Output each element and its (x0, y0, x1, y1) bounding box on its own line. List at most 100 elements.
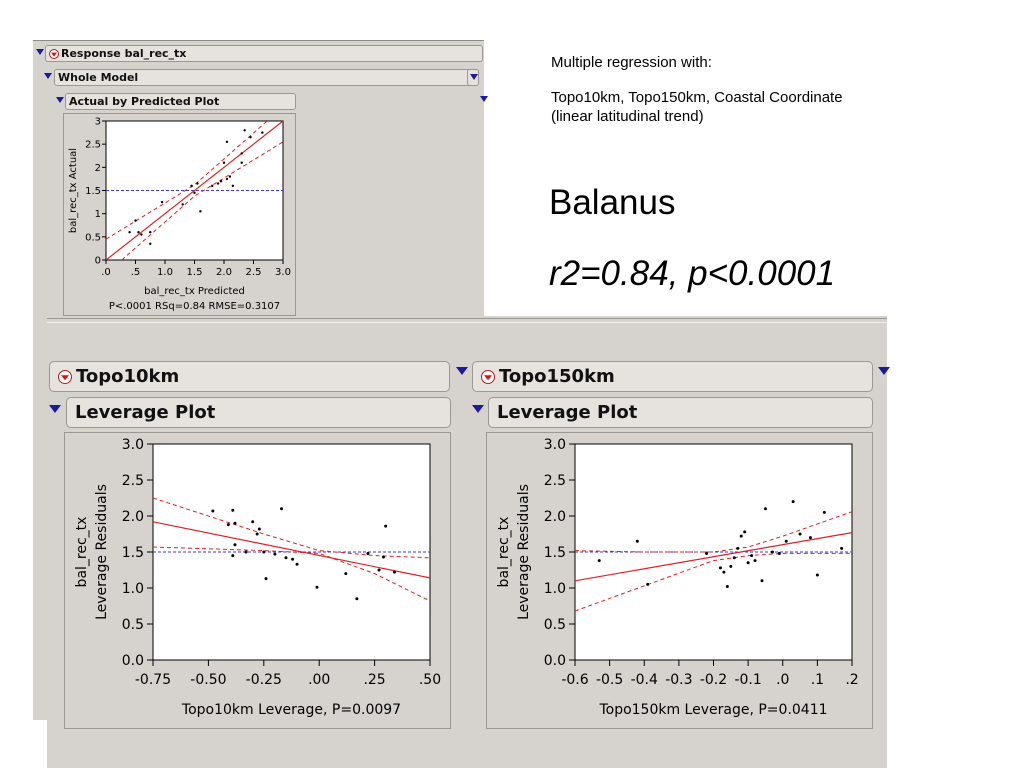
data-point (381, 555, 385, 559)
topo10km-header[interactable]: Topo10km (49, 361, 450, 392)
data-point (231, 554, 235, 558)
x-tick-label: .25 (363, 672, 385, 688)
y-tick-label: 3.0 (122, 437, 144, 453)
confidence-upper-curve (575, 511, 852, 553)
data-point (233, 543, 237, 547)
right-leverage-label: Leverage Plot (497, 402, 638, 423)
disclosure-triangle-icon[interactable] (56, 97, 64, 103)
data-point (264, 577, 268, 581)
regression-variables-text: Topo10km, Topo150km, Coastal Coordinate … (551, 89, 843, 125)
disclosure-triangle-icon[interactable] (456, 367, 468, 375)
disclosure-triangle-icon[interactable] (472, 405, 484, 413)
plot-lines-group (575, 500, 852, 612)
red-menu-icon[interactable] (481, 370, 495, 384)
x-axis-label: Topo10km Leverage, P=0.0097 (181, 702, 401, 718)
x-tick-label: 2.5 (246, 267, 262, 278)
data-point (377, 568, 381, 572)
y-axis-label: bal_rec_tx Actual (68, 148, 79, 233)
data-point (134, 219, 137, 222)
y-tick-label: 2 (95, 163, 101, 174)
fit-line (153, 521, 430, 579)
data-point (199, 210, 202, 213)
right-leverage-frame (486, 432, 873, 729)
data-point (646, 582, 650, 586)
right-leverage-header[interactable]: Leverage Plot (488, 397, 873, 428)
y-tick-label: 1.5 (544, 545, 566, 561)
disclosure-triangle-icon[interactable] (44, 73, 52, 79)
regression-stats: r2=0.84, p<0.0001 (549, 254, 836, 293)
topo150km-label: Topo150km (499, 366, 615, 387)
x-tick-label: .1 (811, 672, 824, 688)
disclosure-triangle-icon[interactable] (878, 367, 890, 375)
left-leverage-header[interactable]: Leverage Plot (66, 397, 451, 428)
actual-predicted-chart: 00.511.522.53.0.5 1.0 1.5 2.0 2.5 3.0bal_rec_… (68, 117, 291, 313)
data-point (211, 509, 215, 513)
y-tick-label: 3.0 (544, 437, 566, 453)
data-point (597, 559, 601, 563)
topo150km-header[interactable]: Topo150km (472, 361, 873, 392)
x-tick-label: -0.6 (561, 672, 588, 688)
topo10km-label: Topo10km (76, 366, 180, 387)
top-panel-divider (33, 40, 484, 41)
data-point (718, 566, 722, 570)
data-point (233, 521, 237, 525)
data-point (240, 161, 243, 164)
y-tick-label: 2.0 (544, 509, 566, 525)
x-tick-label: -0.2 (700, 672, 727, 688)
regression-intro-text: Multiple regression with: (551, 54, 712, 71)
topo10km-leverage-chart: 0.0 0.5 1.0 1.5 2.0 2.5 3.0 -0.75 -0.50 -0.25 .00.… (74, 437, 441, 718)
x-axis-label: Topo150km Leverage, P=0.0411 (598, 702, 827, 718)
disclosure-triangle-icon[interactable] (49, 405, 61, 413)
data-point (808, 536, 812, 540)
x-tick-label: .00 (308, 672, 330, 688)
data-point (261, 131, 264, 134)
data-point (635, 539, 639, 543)
data-point (273, 552, 277, 556)
red-menu-icon[interactable] (49, 49, 59, 59)
y-tick-label: 0.0 (122, 653, 144, 669)
whole-model-header[interactable]: Whole Model (54, 69, 479, 86)
data-point (244, 550, 248, 554)
x-tick-label: -0.5 (596, 672, 623, 688)
actual-predicted-header[interactable]: Actual by Predicted Plot (65, 93, 296, 110)
data-point (760, 579, 764, 583)
left-leverage-frame (64, 432, 451, 729)
response-header[interactable]: Response bal_rec_tx (45, 45, 483, 62)
x-tick-label: 1.0 (157, 267, 173, 278)
data-point (722, 570, 726, 574)
plot-lines-group (153, 497, 430, 602)
x-tick-label: 3.0 (275, 267, 291, 278)
disclosure-triangle-icon[interactable] (36, 49, 44, 55)
data-point (196, 182, 199, 185)
actual-predicted-frame (63, 113, 296, 316)
fit-line (575, 532, 852, 582)
data-point (366, 551, 370, 555)
bottom-panel-top-rule-2 (47, 322, 887, 323)
data-point (746, 561, 750, 565)
data-point (257, 527, 261, 531)
y-tick-label: 2.5 (85, 140, 101, 151)
x-tick-label: .0 (776, 672, 789, 688)
data-point (355, 597, 359, 601)
x-tick-label: -0.3 (665, 672, 692, 688)
data-point (190, 184, 193, 188)
disclosure-triangle-icon[interactable] (480, 96, 488, 102)
y-tick-label: 2.0 (122, 509, 144, 525)
x-tick-label: -0.50 (190, 672, 226, 688)
actual-predicted-label: Actual by Predicted Plot (69, 95, 220, 108)
data-point (137, 231, 140, 234)
data-point (822, 510, 826, 514)
y-tick-label: 1.5 (85, 186, 101, 197)
disclosure-triangle-icon[interactable] (470, 74, 478, 80)
y-tick-label: 0.5 (85, 232, 101, 243)
red-menu-icon[interactable] (58, 370, 72, 384)
data-point (725, 585, 729, 589)
data-point (225, 177, 229, 181)
topo150km-leverage-chart: 0.0 0.5 1.0 1.5 2.0 2.5 3.0 -0.6 -0.5 -0.4 -0.3 -0.… (496, 437, 859, 718)
data-point (231, 184, 235, 188)
x-tick-label: 1.5 (187, 267, 203, 278)
data-point (784, 539, 788, 543)
y-tick-label: 2.5 (544, 473, 566, 489)
y-axis-label: bal_rec_tx (74, 517, 90, 588)
y-tick-label: 3 (95, 117, 101, 128)
